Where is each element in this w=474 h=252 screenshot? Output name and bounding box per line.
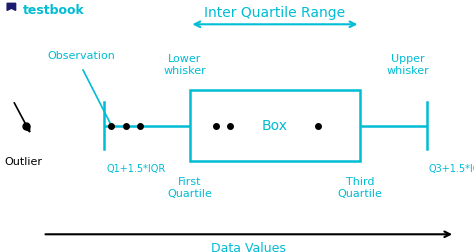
Text: Q3+1.5*IQR: Q3+1.5*IQR <box>429 164 474 174</box>
Text: Observation: Observation <box>47 50 115 60</box>
Text: Inter Quartile Range: Inter Quartile Range <box>204 6 346 20</box>
Bar <box>190 91 360 161</box>
Polygon shape <box>7 4 16 11</box>
Text: Lower
whisker: Lower whisker <box>164 54 206 76</box>
Text: testbook: testbook <box>23 4 84 17</box>
Text: Outlier: Outlier <box>5 156 43 166</box>
Text: First
Quartile: First Quartile <box>167 176 212 198</box>
Text: Q1+1.5*IQR: Q1+1.5*IQR <box>107 164 166 174</box>
Text: Upper
whisker: Upper whisker <box>386 54 429 76</box>
Text: Third
Quartile: Third Quartile <box>338 176 383 198</box>
Text: Box: Box <box>262 119 288 133</box>
Text: Data Values: Data Values <box>211 241 286 252</box>
